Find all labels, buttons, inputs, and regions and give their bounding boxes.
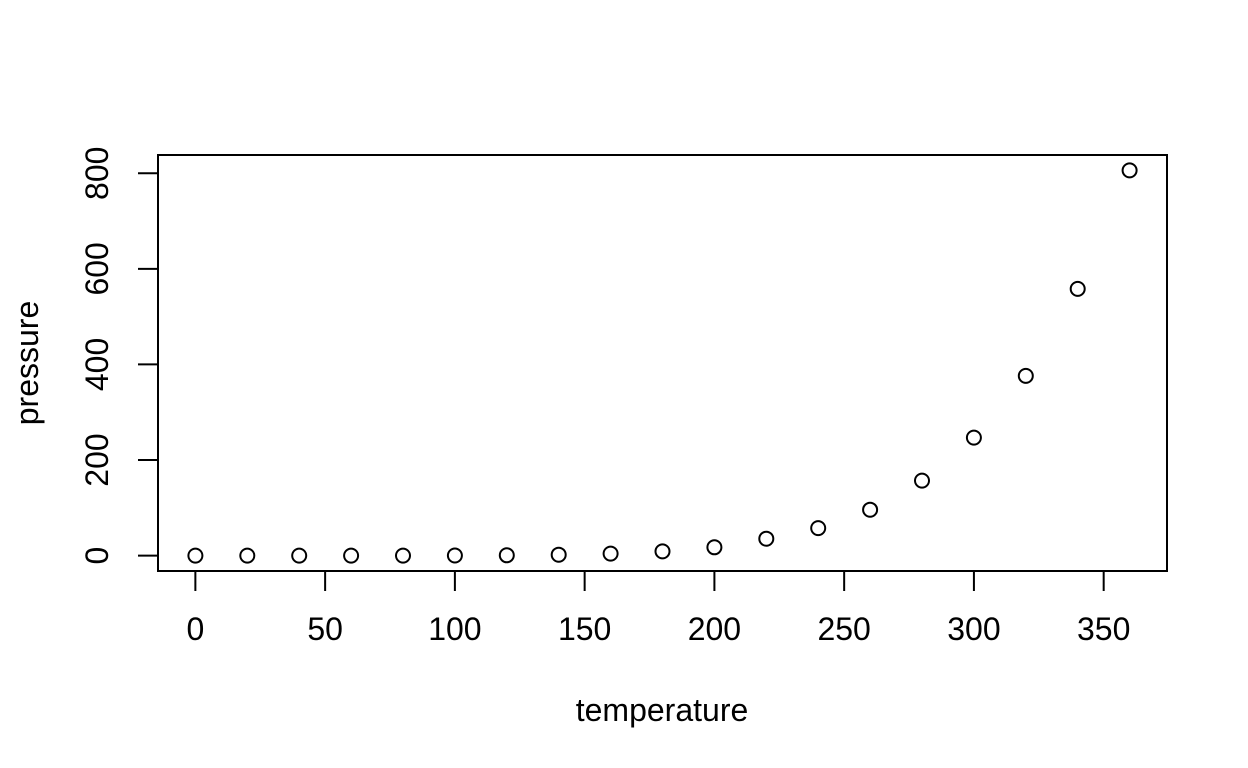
data-point [965, 429, 982, 446]
data-point [862, 501, 879, 518]
x-tick-label: 350 [1077, 611, 1130, 647]
data-point [706, 539, 723, 556]
y-axis: 0 200 400 600 800 [79, 147, 158, 565]
x-tick-label: 250 [817, 611, 870, 647]
x-tick-label: 100 [428, 611, 481, 647]
x-tick-label: 150 [558, 611, 611, 647]
data-point [914, 472, 930, 489]
data-point [1017, 367, 1034, 384]
data-point [498, 547, 515, 564]
y-tick-label: 400 [79, 338, 115, 391]
plot-box [157, 154, 1168, 572]
data-point [343, 547, 360, 564]
data-point [1069, 280, 1086, 297]
data-point [602, 545, 619, 562]
x-tick-label: 200 [688, 611, 741, 647]
data-point [187, 547, 204, 564]
x-tick-label: 300 [947, 611, 1000, 647]
data-point [239, 547, 256, 564]
y-tick-label: 200 [79, 433, 115, 486]
x-tick-label: 0 [186, 611, 204, 647]
y-tick-label: 0 [79, 547, 115, 565]
data-point [810, 520, 827, 537]
data-point [395, 547, 411, 564]
data-point [758, 530, 775, 547]
data-point [1121, 162, 1138, 179]
x-tick-label: 50 [307, 611, 343, 647]
x-axis-label: temperature [576, 692, 749, 728]
data-points [187, 162, 1138, 564]
x-axis: 0 50 100 150 200 250 300 350 [186, 571, 1130, 647]
data-point [446, 547, 463, 564]
data-point [654, 543, 671, 560]
data-point [550, 546, 567, 563]
y-axis-label: pressure [9, 301, 45, 426]
data-point [291, 547, 308, 564]
y-tick-label: 800 [79, 147, 115, 200]
y-tick-label: 600 [79, 242, 115, 295]
